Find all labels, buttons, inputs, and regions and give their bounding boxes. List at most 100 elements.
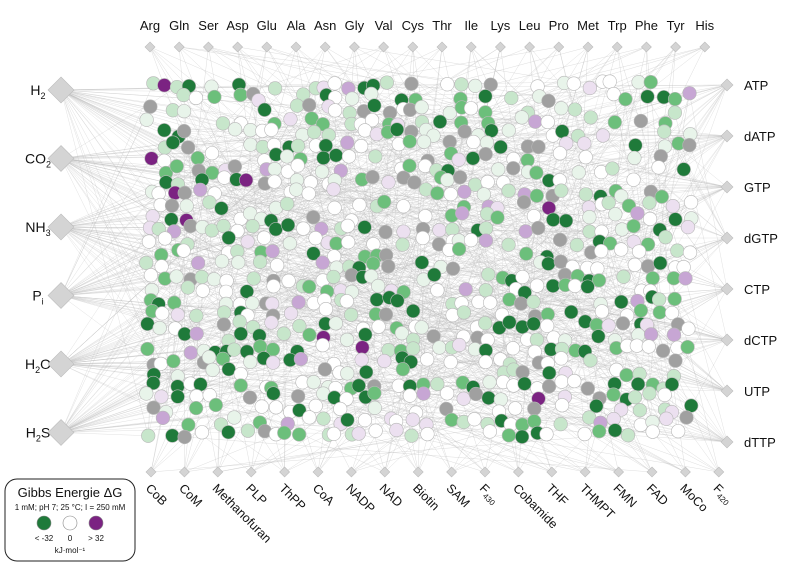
- metabolite-node: [478, 233, 494, 248]
- amino-acid-label: Pro: [549, 18, 569, 33]
- metabolite-node: [552, 146, 568, 161]
- substrate-node: [47, 282, 75, 309]
- metabolite-node: [651, 292, 667, 307]
- metabolite-node: [440, 172, 455, 188]
- metabolite-node: [154, 259, 169, 274]
- nucleotide-label: CTP: [744, 282, 770, 297]
- network-nodes: [139, 74, 699, 445]
- network-edge: [60, 300, 152, 433]
- network-edge: [351, 274, 728, 341]
- metabolite-node: [442, 105, 457, 121]
- amino-acid-node: [465, 41, 477, 53]
- metabolite-node: [179, 198, 194, 213]
- amino-acid-node: [348, 41, 360, 53]
- network-edge: [351, 431, 490, 473]
- metabolite-node: [291, 389, 306, 404]
- network-edge: [490, 46, 647, 85]
- metabolite-node: [396, 224, 411, 239]
- metabolite-node: [508, 401, 523, 416]
- metabolite-node: [157, 153, 172, 168]
- network-edge: [462, 213, 573, 268]
- metabolite-node: [582, 80, 597, 96]
- metabolite-node: [154, 389, 169, 404]
- metabolite-node: [414, 320, 429, 335]
- cofactor-node: [279, 466, 291, 478]
- metabolite-node: [333, 401, 348, 417]
- metabolite-node: [340, 218, 355, 233]
- network-edge: [172, 130, 509, 143]
- network-edge: [60, 424, 189, 433]
- amino-acid-node: [173, 41, 185, 53]
- metabolite-node: [306, 246, 321, 261]
- metabolite-node: [326, 182, 341, 197]
- network-edge: [376, 133, 573, 268]
- metabolite-node: [396, 199, 411, 214]
- metabolite-node: [201, 350, 217, 365]
- metabolite-node: [139, 386, 154, 401]
- network-edge: [214, 193, 489, 207]
- metabolite-node: [668, 212, 683, 227]
- metabolite-node: [594, 304, 610, 319]
- metabolite-node: [506, 161, 521, 176]
- metabolite-node: [146, 375, 161, 391]
- metabolite-node: [642, 211, 658, 227]
- metabolite-node: [240, 423, 256, 438]
- cofactor-node: [379, 466, 391, 478]
- network-edge: [60, 301, 622, 365]
- metabolite-node: [569, 237, 584, 253]
- metabolite-node: [381, 259, 396, 274]
- network-edge: [358, 433, 486, 473]
- network-edge: [335, 157, 586, 389]
- amino-acid-label: Thr: [432, 18, 452, 33]
- amino-acid-node: [670, 41, 682, 53]
- metabolite-node: [202, 195, 217, 210]
- amino-acid-node: [436, 41, 448, 53]
- metabolite-node: [452, 337, 467, 353]
- metabolite-node: [680, 220, 696, 235]
- network-edge: [497, 84, 728, 209]
- metabolite-node: [630, 377, 646, 392]
- network-edge: [60, 262, 147, 296]
- metabolite-node: [205, 362, 220, 378]
- metabolite-node: [615, 316, 631, 331]
- metabolite-node: [582, 224, 597, 239]
- metabolite-node: [257, 230, 272, 245]
- cofactor-label: FMN: [610, 481, 639, 510]
- metabolite-node: [167, 295, 182, 310]
- metabolite-node: [541, 93, 556, 108]
- metabolite-node: [189, 326, 204, 341]
- nucleotide-label: GTP: [744, 180, 771, 195]
- metabolite-node: [283, 306, 299, 321]
- metabolite-node: [329, 236, 344, 251]
- metabolite-node: [254, 399, 269, 414]
- metabolite-node: [270, 258, 285, 273]
- metabolite-node: [327, 200, 342, 215]
- metabolite-node: [377, 194, 392, 209]
- metabolite-node: [317, 362, 333, 377]
- metabolite-node: [367, 386, 382, 401]
- metabolite-node: [328, 316, 343, 331]
- network-edge: [246, 218, 651, 352]
- metabolite-node: [239, 284, 254, 299]
- amino-acid-node: [699, 41, 711, 53]
- metabolite-node: [394, 326, 410, 341]
- cofactor-label: Biotin: [410, 481, 442, 513]
- network-edge: [261, 171, 289, 219]
- metabolite-node: [407, 175, 422, 190]
- metabolite-node: [243, 137, 258, 152]
- network-edge: [347, 142, 452, 420]
- metabolite-node: [314, 164, 330, 179]
- metabolite-node: [427, 267, 442, 282]
- metabolite-node: [529, 332, 544, 347]
- metabolite-node: [227, 410, 242, 425]
- metabolite-node: [402, 388, 417, 403]
- metabolite-node: [514, 429, 530, 444]
- metabolite-node: [280, 217, 296, 233]
- metabolite-node: [404, 76, 419, 91]
- metabolite-node: [443, 355, 458, 370]
- metabolite-node: [379, 75, 394, 90]
- metabolite-node: [217, 305, 232, 320]
- metabolite-node: [183, 345, 198, 360]
- metabolite-node: [289, 98, 305, 113]
